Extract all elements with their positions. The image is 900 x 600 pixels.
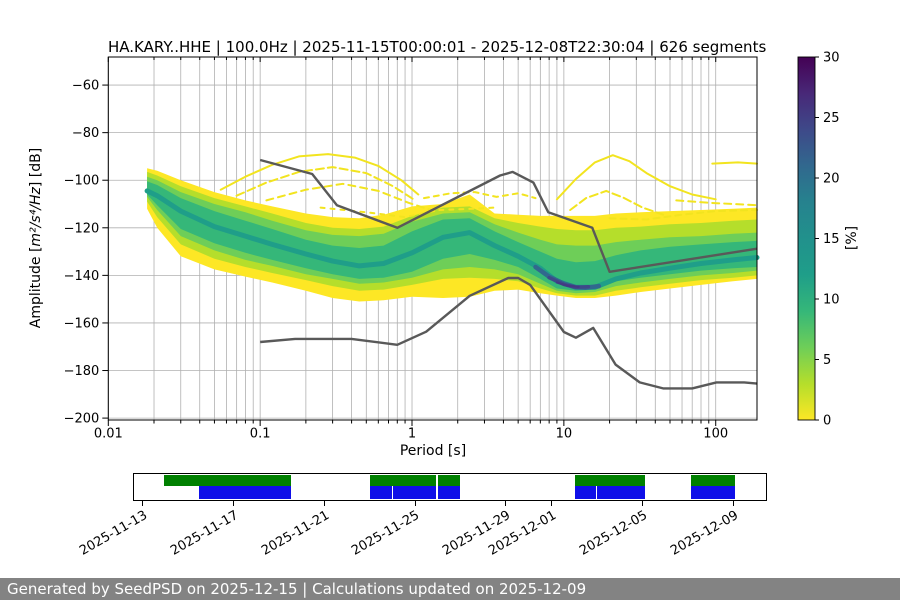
outlier-streak-1 xyxy=(235,166,417,202)
timeline-blue-segment xyxy=(596,486,646,499)
y-tick-label: −60 xyxy=(72,79,99,94)
timeline-date-label: 2025-11-21 xyxy=(258,508,332,559)
timeline-tick xyxy=(551,501,552,506)
plot-frame xyxy=(107,56,758,421)
colorbar-tick-label: 25 xyxy=(823,111,840,126)
timeline-blue-segment xyxy=(690,486,736,499)
outlier-streak-6 xyxy=(569,189,665,216)
colorbar-tick-label: 20 xyxy=(823,172,840,187)
noise-model-nlnm xyxy=(260,276,758,390)
x-axis-label: Period [s] xyxy=(399,443,467,459)
timeline-tick xyxy=(641,501,643,506)
pdf-mode-ridge-28pct xyxy=(555,281,580,288)
y-tick-label: −80 xyxy=(72,126,99,141)
timeline-blue-segment xyxy=(393,486,437,499)
timeline-date-label: 2025-12-05 xyxy=(577,508,650,559)
x-tick-label: 1 xyxy=(408,427,416,442)
timeline-blue-segment xyxy=(437,486,461,499)
timeline-green-segment xyxy=(690,475,736,486)
outlier-streak-7 xyxy=(608,209,758,221)
colorbar xyxy=(797,56,816,421)
noise-model-nhnm xyxy=(259,158,758,273)
outlier-streak-2 xyxy=(265,182,436,213)
timeline-tick xyxy=(232,501,234,506)
timeline-blue-segment xyxy=(199,486,291,499)
timeline-date-label: 2025-11-25 xyxy=(349,508,423,559)
timeline-date-label: 2025-12-09 xyxy=(668,508,741,559)
y-tick-label: −140 xyxy=(64,269,100,284)
outlier-streak-9 xyxy=(675,199,758,207)
timeline-blue-segment xyxy=(574,486,596,499)
timeline-green-segment xyxy=(369,475,437,486)
timeline-blue-segment xyxy=(369,486,393,499)
x-tick-label: 0.1 xyxy=(250,427,271,442)
outlier-streak-8 xyxy=(711,161,758,165)
timeline-tick xyxy=(732,501,734,506)
timeline-green-segment xyxy=(574,475,646,486)
outlier-streak-4 xyxy=(319,206,496,219)
x-tick-label: 100 xyxy=(703,427,728,442)
timeline-tick xyxy=(141,501,143,506)
y-tick-label: −100 xyxy=(64,174,100,189)
y-tick-label: −120 xyxy=(64,221,100,236)
timeline-date-label: 2025-11-13 xyxy=(76,508,150,559)
ppsd-heatmap: 0.01 0.1 1 10 100−60−80−100−120−140−160−180−… xyxy=(64,51,840,442)
y-tick-label: −160 xyxy=(64,316,100,331)
plot-title: HA.KARY..HHE | 100.0Hz | 2025-11-15T00:0… xyxy=(108,38,767,56)
colorbar-tick-label: 0 xyxy=(823,414,831,429)
colorbar-tick-label: 5 xyxy=(823,353,831,368)
pdf-mode-ridge-15pct xyxy=(144,188,760,290)
x-tick-label: 10 xyxy=(556,427,573,442)
colorbar-tick-label: 30 xyxy=(823,51,840,66)
timeline-date-label: 2025-11-17 xyxy=(167,508,241,559)
y-tick-label: −200 xyxy=(64,412,100,427)
outlier-streak-5 xyxy=(555,154,717,201)
timeline-tick xyxy=(414,501,416,506)
timeline-green-segment xyxy=(164,475,291,486)
outlier-streak-0 xyxy=(219,153,420,196)
outlier-streak-3 xyxy=(423,191,537,200)
coverage-timeline xyxy=(133,473,767,501)
y-tick-label: −180 xyxy=(64,364,100,379)
timeline-tick xyxy=(505,501,507,506)
timeline-tick xyxy=(323,501,325,506)
colorbar-tick-label: 15 xyxy=(823,232,840,247)
footer-bar: Generated by SeedPSD on 2025-12-15 | Cal… xyxy=(0,578,900,600)
x-tick-label: 0.01 xyxy=(94,427,123,442)
footer-text: Generated by SeedPSD on 2025-12-15 | Cal… xyxy=(7,580,587,598)
colorbar-tick-label: 10 xyxy=(823,293,840,308)
timeline-green-segment xyxy=(437,475,461,486)
